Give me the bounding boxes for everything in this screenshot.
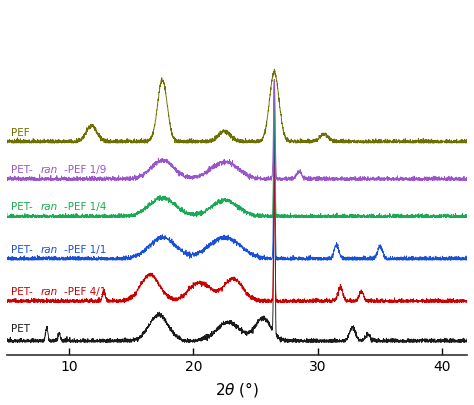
Text: -PEF 1/1: -PEF 1/1 <box>64 244 107 254</box>
X-axis label: $2\theta$ (°): $2\theta$ (°) <box>215 379 259 398</box>
Text: -PEF 1/4: -PEF 1/4 <box>64 202 107 212</box>
Text: PET-: PET- <box>11 286 32 296</box>
Text: PEF: PEF <box>11 128 29 137</box>
Text: ran: ran <box>41 202 58 212</box>
Text: -PEF 4/1: -PEF 4/1 <box>64 286 107 296</box>
Text: -PEF 1/9: -PEF 1/9 <box>64 165 107 175</box>
Text: ran: ran <box>41 244 58 254</box>
Text: PET: PET <box>11 324 30 334</box>
Text: PET-: PET- <box>11 202 32 212</box>
Text: ran: ran <box>41 286 58 296</box>
Text: PET-: PET- <box>11 165 32 175</box>
Text: PET-: PET- <box>11 244 32 254</box>
Text: ran: ran <box>41 165 58 175</box>
